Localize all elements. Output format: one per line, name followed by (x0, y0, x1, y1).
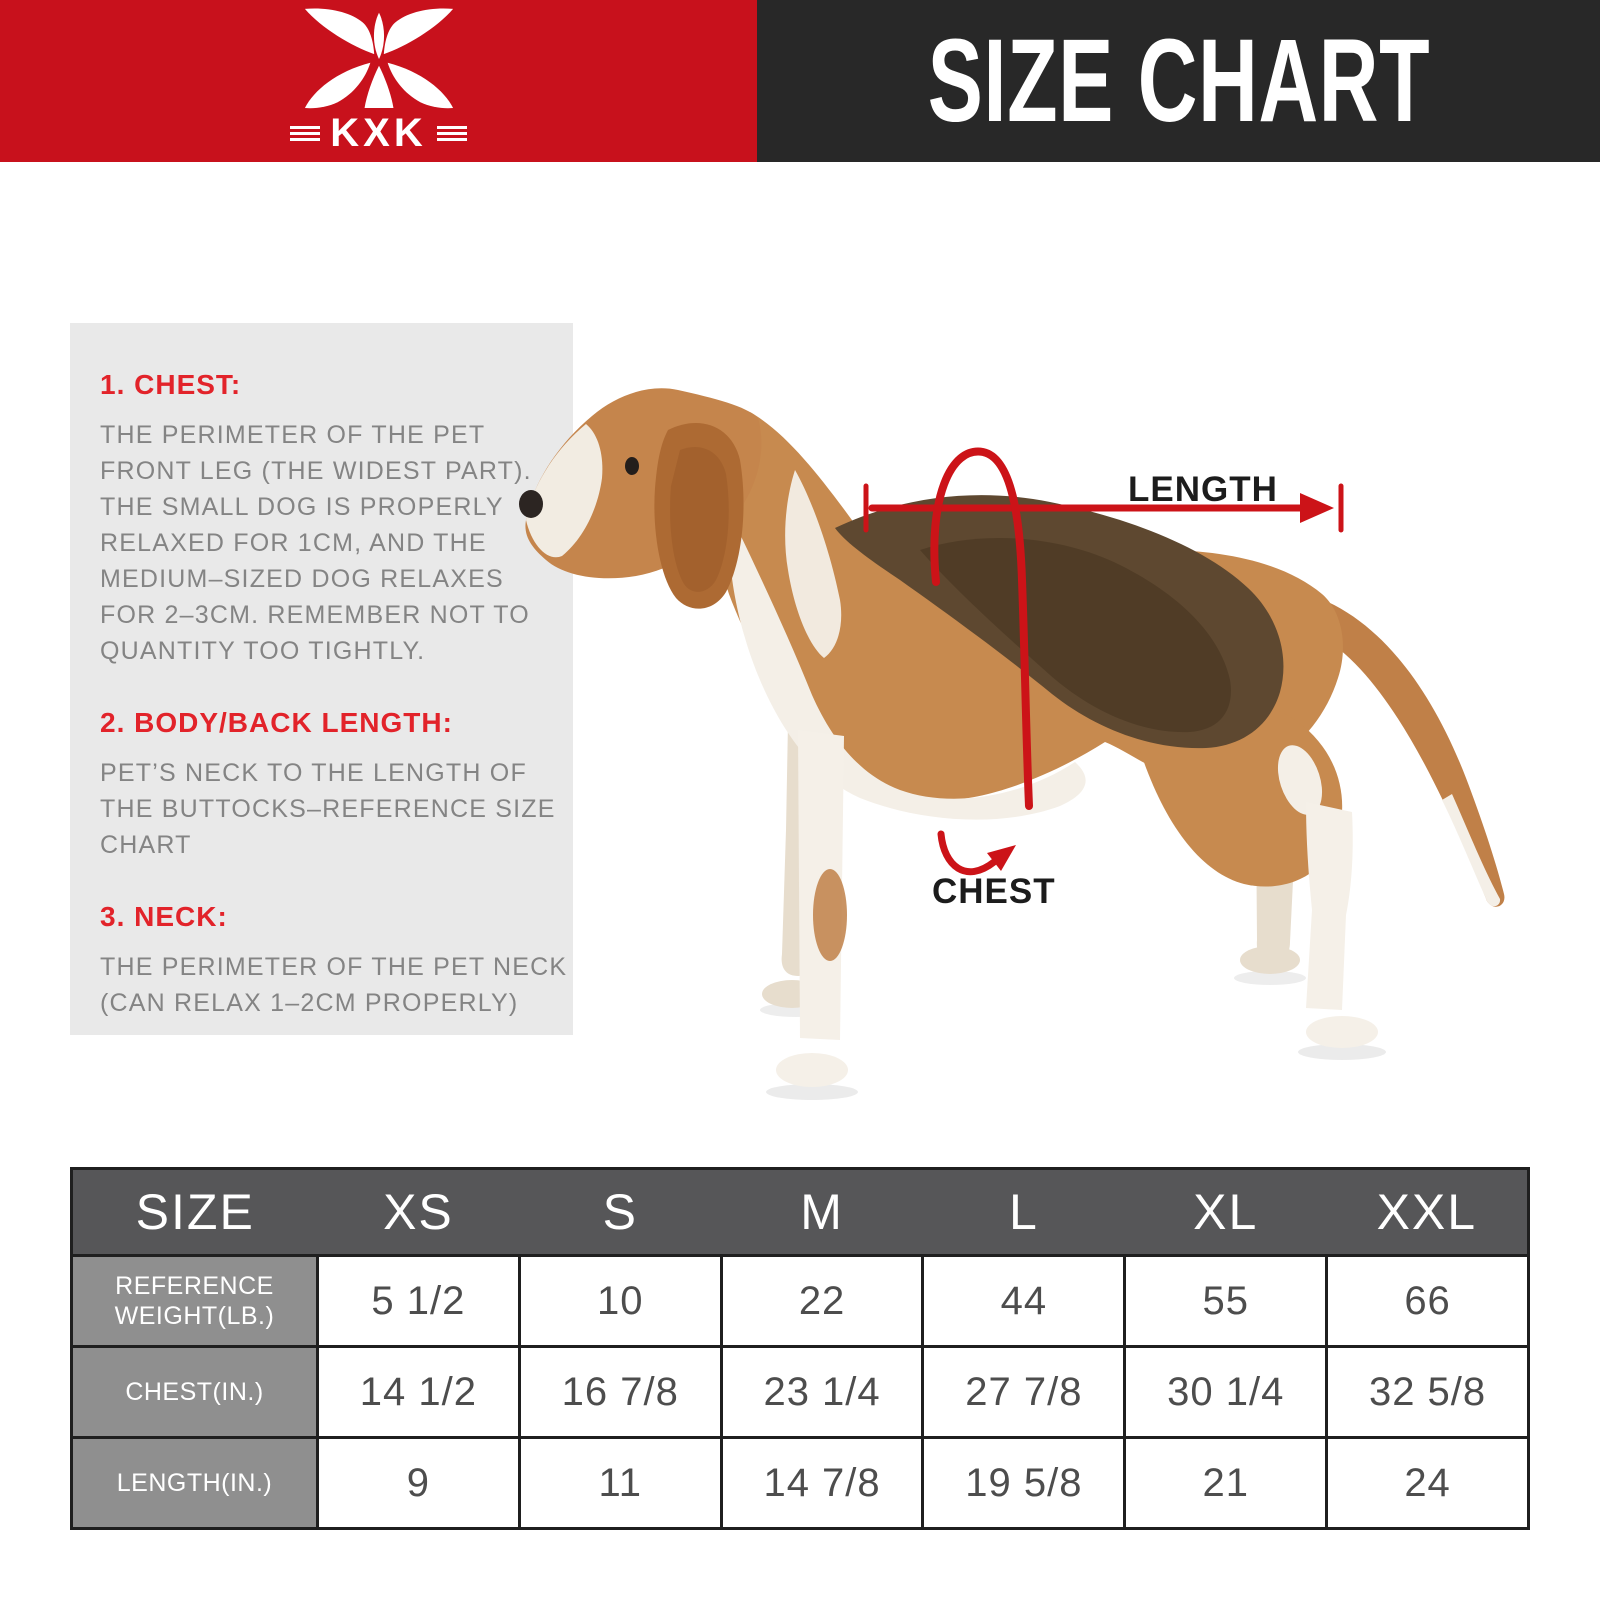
instruction-body-neck: THE PERIMETER OF THE PET NECK (CAN RELAX… (100, 953, 568, 1017)
chest-m: 23 1/4 (719, 1345, 925, 1439)
row-label-chest: CHEST(IN.) (70, 1345, 319, 1439)
chest-s: 16 7/8 (517, 1345, 723, 1439)
row-label-length: LENGTH(IN.) (70, 1436, 319, 1530)
logo-bars-right-icon (436, 125, 467, 141)
table-header-size: SIZE (71, 1168, 318, 1256)
length-m: 14 7/8 (719, 1436, 925, 1530)
instruction-heading-length: 2. BODY/BACK LENGTH: (100, 707, 453, 738)
instruction-body-length: PET’S NECK TO THE LENGTH OF THE BUTTOCKS… (100, 759, 556, 859)
kxk-logo-icon (304, 8, 453, 109)
table-header-xl: XL (1124, 1168, 1327, 1256)
table-header-l: L (922, 1168, 1125, 1256)
length-xl: 21 (1123, 1436, 1329, 1530)
weight-l: 44 (921, 1254, 1127, 1348)
table-row-chest: CHEST(IN.) 14 1/2 16 7/8 23 1/4 27 7/8 3… (70, 1345, 1530, 1439)
chest-l: 27 7/8 (921, 1345, 1127, 1439)
chest-xxl: 32 5/8 (1325, 1345, 1530, 1439)
measuring-instructions: 1. CHEST: THE PERIMETER OF THE PET FRONT… (70, 323, 573, 1035)
length-s: 11 (517, 1436, 723, 1530)
instruction-heading-chest: 1. CHEST: (100, 369, 242, 400)
length-label: LENGTH (1128, 470, 1278, 509)
table-header-m: M (721, 1168, 923, 1256)
chest-xl: 30 1/4 (1123, 1345, 1329, 1439)
brand-header: KXK (0, 0, 757, 162)
weight-s: 10 (517, 1254, 723, 1348)
page-title: SIZE CHART (927, 15, 1430, 147)
title-bar: SIZE CHART (757, 0, 1600, 162)
length-xxl: 24 (1325, 1436, 1530, 1530)
weight-xxl: 66 (1325, 1254, 1530, 1348)
length-xs: 9 (316, 1436, 521, 1530)
brand-wordmark: KXK (290, 111, 467, 155)
beagle-illustration (519, 388, 1505, 1100)
brand-name: KXK (330, 111, 427, 155)
instruction-body-chest: THE PERIMETER OF THE PET FRONT LEG (THE … (100, 421, 532, 665)
table-row-length: LENGTH(IN.) 9 11 14 7/8 19 5/8 21 24 (70, 1436, 1530, 1530)
table-header-xs: XS (317, 1168, 520, 1256)
weight-xl: 55 (1123, 1254, 1329, 1348)
table-header-xxl: XXL (1326, 1168, 1529, 1256)
size-table: SIZE XS S M L XL XXL REFERENCE WEIGHT(LB… (70, 1167, 1530, 1530)
instruction-heading-neck: 3. NECK: (100, 901, 228, 932)
row-label-weight: REFERENCE WEIGHT(LB.) (70, 1254, 319, 1348)
logo-bars-left-icon (290, 125, 321, 141)
chest-label: CHEST (932, 872, 1056, 911)
chest-xs: 14 1/2 (316, 1345, 521, 1439)
table-row-weight: REFERENCE WEIGHT(LB.) 5 1/2 10 22 44 55 … (70, 1254, 1530, 1348)
weight-xs: 5 1/2 (316, 1254, 521, 1348)
length-l: 19 5/8 (921, 1436, 1127, 1530)
size-table-header-row: SIZE XS S M L XL XXL (71, 1168, 1529, 1256)
table-header-s: S (519, 1168, 722, 1256)
weight-m: 22 (719, 1254, 925, 1348)
